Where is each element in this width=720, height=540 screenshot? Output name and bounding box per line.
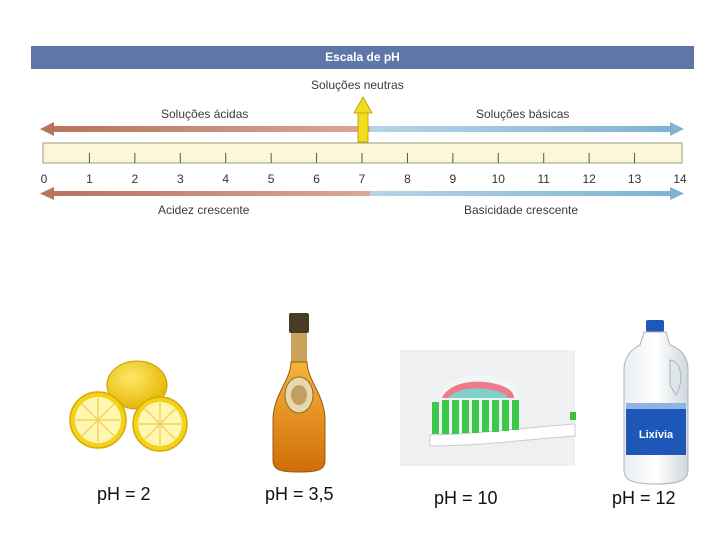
ph-ticks: 0 1 2 3 4 5 6 7 8 9 10 11 12 13 14	[41, 153, 687, 186]
tick-label-7: 7	[359, 172, 366, 186]
tick-label-11: 11	[537, 172, 550, 186]
liquor-bottle-icon	[272, 313, 326, 473]
scale-title: Escala de pH	[31, 46, 694, 69]
lemon-icon	[69, 360, 188, 452]
tick-label-5: 5	[268, 172, 275, 186]
basic-solutions-label: Soluções básicas	[476, 107, 570, 121]
tick-label-6: 6	[313, 172, 320, 186]
tick-label-10: 10	[492, 172, 506, 186]
tick-label-14: 14	[673, 172, 687, 186]
neutral-arrow	[353, 96, 373, 143]
tick-label-1: 1	[86, 172, 93, 186]
strength-arrow	[40, 187, 684, 200]
tick-label-3: 3	[177, 172, 184, 186]
toothpaste-ph-caption: pH = 10	[434, 488, 498, 508]
tick-label-12: 12	[582, 172, 596, 186]
acid-solutions-label: Soluções ácidas	[161, 107, 249, 121]
tick-label-0: 0	[41, 172, 48, 186]
tick-label-8: 8	[404, 172, 411, 186]
lemon-ph-caption: pH = 2	[97, 484, 151, 504]
neutral-solutions-label: Soluções neutras	[311, 78, 404, 92]
tick-label-4: 4	[222, 172, 229, 186]
solutions-arrow	[40, 122, 684, 136]
svg-text:Lixívia: Lixívia	[639, 429, 674, 441]
toothbrush-icon	[400, 350, 576, 466]
increasing-basicity-label: Basicidade crescente	[464, 203, 579, 217]
tick-label-2: 2	[132, 172, 139, 186]
increasing-acidity-label: Acidez crescente	[158, 203, 250, 217]
liquor-ph-caption: pH = 3,5	[265, 484, 334, 504]
bleach-bottle-icon: Lixívia	[623, 320, 689, 485]
bleach-ph-caption: pH = 12	[612, 488, 676, 508]
tick-label-13: 13	[628, 172, 642, 186]
tick-label-9: 9	[450, 172, 457, 186]
